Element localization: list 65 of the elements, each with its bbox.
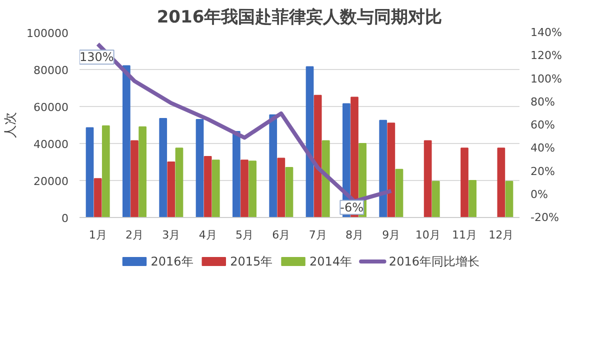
x-tick-label: 2月 <box>126 228 144 242</box>
y-axis-title: 人次 <box>4 112 19 138</box>
y2-tick-label: 40% <box>530 142 555 155</box>
y-tick-label: 0 <box>62 212 68 225</box>
bar <box>285 167 294 218</box>
legend-label: 2014年 <box>310 254 352 268</box>
y-tick-label: 60000 <box>34 101 69 114</box>
y-tick-label: 100000 <box>26 27 69 40</box>
x-tick-label: 12月 <box>488 228 514 242</box>
bar <box>130 140 138 218</box>
x-tick-label: 11月 <box>452 228 477 242</box>
bar <box>248 160 256 218</box>
y2-tick-label: 80% <box>530 95 555 108</box>
bar <box>212 160 220 218</box>
bar <box>196 118 204 218</box>
bar <box>138 126 146 218</box>
bar <box>322 140 330 218</box>
bar <box>102 125 110 218</box>
bar <box>460 148 468 218</box>
bar <box>505 180 514 218</box>
x-tick-label: 7月 <box>308 228 327 242</box>
y2-tick-label: 60% <box>530 118 555 132</box>
bar <box>175 148 184 218</box>
x-tick-label: 8月 <box>346 228 364 242</box>
bar <box>395 168 404 218</box>
legend-label: 2016年 <box>150 254 194 268</box>
y-tick-label: 20000 <box>34 175 69 188</box>
bar <box>86 127 94 218</box>
x-tick-label: 3月 <box>162 228 180 242</box>
x-tick-label: 6月 <box>272 228 290 242</box>
bar <box>240 160 248 218</box>
bar <box>468 180 476 218</box>
bar <box>277 158 286 218</box>
x-tick-label: 1月 <box>88 228 107 242</box>
bar <box>379 120 388 218</box>
data-label: -6% <box>340 200 364 214</box>
chart-title: 2016年我国赴菲律宾人数与同期对比 <box>156 8 442 28</box>
y2-tick-label: -20% <box>530 211 559 224</box>
bar <box>432 180 440 218</box>
bar <box>122 65 130 218</box>
y2-tick-label: 20% <box>530 164 555 178</box>
bar <box>159 118 168 218</box>
x-tick-label: 5月 <box>236 228 254 242</box>
bar <box>94 178 102 218</box>
y2-tick-label: 120% <box>530 49 562 62</box>
legend-label: 2016年同比增长 <box>388 254 480 268</box>
bar <box>314 94 322 218</box>
y2-tick-label: 140% <box>530 26 562 39</box>
x-tick-label: 4月 <box>198 228 217 242</box>
bar <box>167 162 176 218</box>
bar <box>204 156 212 218</box>
y2-tick-label: 100% <box>530 72 562 86</box>
x-tick-label: 9月 <box>382 228 400 242</box>
y-tick-label: 40000 <box>34 138 69 151</box>
bar <box>306 66 314 218</box>
legend-label: 2015年 <box>230 254 273 268</box>
y2-tick-label: 0% <box>530 188 548 201</box>
bar <box>269 114 278 218</box>
bar <box>387 122 396 218</box>
x-tick-label: 10月 <box>415 228 440 242</box>
data-label: 130% <box>80 50 114 64</box>
bar <box>497 148 506 218</box>
bar <box>232 130 240 218</box>
y-tick-label: 80000 <box>34 64 69 77</box>
bar <box>424 140 432 218</box>
